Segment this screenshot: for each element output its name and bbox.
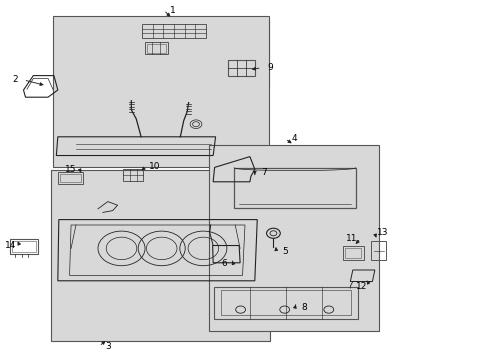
Text: 5: 5 [282, 247, 288, 256]
Bar [228, 60, 255, 76]
Bar [142, 24, 206, 38]
Bar [214, 287, 358, 319]
Bar [60, 174, 81, 182]
Bar [123, 169, 143, 181]
Text: 7: 7 [261, 167, 267, 176]
Bar [87, 20, 269, 88]
Text: 4: 4 [291, 134, 297, 143]
Bar [343, 246, 364, 260]
Text: 2: 2 [12, 76, 18, 85]
Bar [234, 168, 356, 208]
Text: 11: 11 [346, 234, 358, 243]
Text: 3: 3 [105, 342, 111, 351]
Bar [145, 42, 168, 54]
Bar [53, 16, 269, 167]
Text: 1: 1 [170, 5, 175, 14]
Text: 15: 15 [65, 165, 77, 174]
Text: 14: 14 [5, 241, 17, 250]
Bar [58, 172, 83, 184]
Text: 6: 6 [221, 259, 227, 268]
Bar [51, 170, 270, 341]
Bar [209, 145, 379, 331]
Text: 12: 12 [356, 282, 368, 291]
Text: 8: 8 [301, 303, 307, 312]
Bar [371, 241, 386, 260]
Bar [10, 239, 38, 254]
Bar [147, 44, 166, 53]
Text: 10: 10 [149, 162, 161, 171]
Text: 13: 13 [377, 228, 389, 237]
Bar [12, 241, 36, 252]
Bar [345, 248, 361, 258]
Bar [221, 290, 351, 315]
Text: 9: 9 [268, 63, 273, 72]
